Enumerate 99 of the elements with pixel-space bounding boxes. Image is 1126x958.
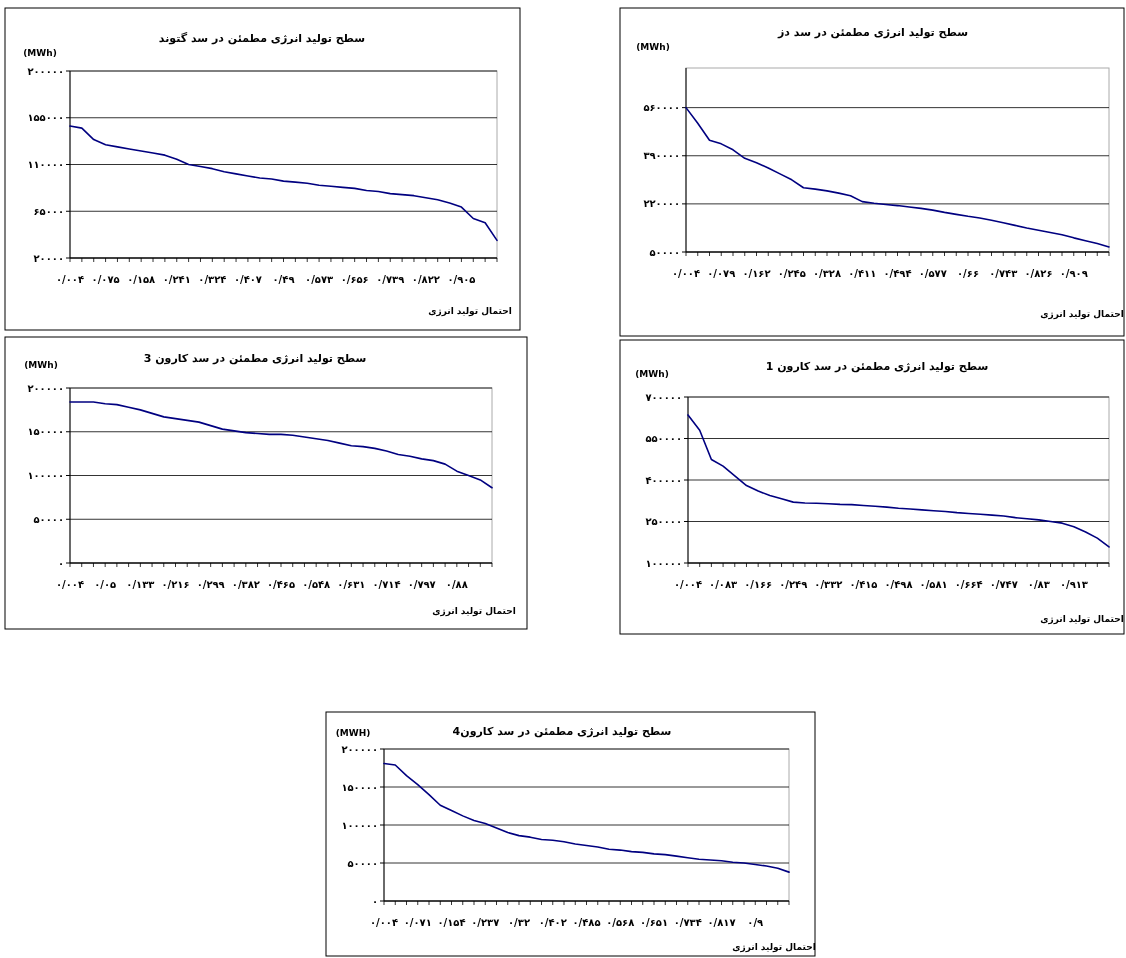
x-tick-label: ۰/۵۷۳ [305, 274, 334, 285]
x-tick-label: ۰/۴۰۷ [233, 274, 262, 285]
x-tick-label: ۰/۲۹۹ [196, 579, 225, 590]
chart-title: سطح تولید انرژی مطمئن در سد کارون 1 [765, 360, 989, 373]
x-tick-label: ۰/۸۲۶ [1024, 268, 1053, 279]
x-tick-label: ۰/۱۶۶ [744, 579, 773, 590]
y-tick-label: ۲۰۰۰۰ [33, 252, 64, 264]
y-tick-label: ۱۱۰۰۰۰ [27, 159, 64, 170]
x-tick-label: ۰/۷۱۴ [372, 579, 401, 590]
chart-title: سطح تولید انرژی مطمئن در سد کارون 3 [143, 352, 367, 365]
x-axis-title: احتمال تولید انرژی [428, 306, 512, 317]
x-tick-label: ۰/۰۰۴ [673, 579, 703, 590]
y-tick-label: ۴۰۰۰۰۰ [645, 474, 682, 486]
y-tick-label: ۱۵۰۰۰۰ [341, 781, 378, 793]
x-tick-label: ۰/۴۱۱ [848, 268, 877, 279]
x-tick-label: ۰/۰۰۴ [369, 917, 399, 928]
x-tick-label: ۰/۱۶۲ [742, 268, 771, 279]
y-axis-title: (MWh) [636, 42, 670, 52]
x-axis-title: احتمال تولید انرژی [732, 942, 816, 953]
x-tick-label: ۰/۰۸۳ [709, 579, 738, 590]
y-tick-label: ۵۵۰۰۰۰ [645, 433, 682, 444]
x-tick-label: ۰/۰۷۱ [403, 917, 432, 928]
x-tick-label: ۰/۲۴۹ [779, 579, 808, 590]
x-tick-label: ۰/۲۳۷ [471, 917, 500, 928]
y-tick-label: ۵۰۰۰۰ [649, 246, 680, 258]
x-tick-label: ۰/۴۸۵ [572, 917, 601, 928]
y-tick-label: ۵۶۰۰۰۰ [643, 102, 680, 114]
x-tick-label: ۰/۴۶۵ [266, 579, 296, 590]
y-tick-label: ۱۵۵۰۰۰ [27, 112, 64, 124]
y-axis-title: (MWH) [335, 728, 371, 738]
x-axis-title: احتمال تولید انرژی [432, 606, 516, 617]
x-tick-label: ۰/۷۳۴ [673, 917, 702, 928]
x-tick-label: ۰/۴۰۲ [538, 917, 567, 928]
y-tick-label: ۱۰۰۰۰۰ [645, 557, 682, 569]
x-tick-label: ۰/۱۳۳ [126, 579, 155, 590]
x-tick-label: ۰/۳۸۲ [231, 579, 260, 590]
x-tick-label: ۰/۱۵۴ [437, 917, 466, 928]
x-tick-label: ۰/۹ [747, 917, 764, 928]
x-tick-label: ۰/۰۰۴ [671, 268, 701, 279]
x-tick-label: ۰/۷۹۷ [407, 579, 436, 590]
x-tick-label: ۰/۲۱۶ [161, 579, 190, 590]
x-tick-label: ۰/۷۳۹ [376, 274, 405, 285]
x-tick-label: ۰/۳۳۲ [814, 579, 843, 590]
x-tick-label: ۰/۷۴۳ [989, 268, 1018, 279]
x-tick-label: ۰/۶۶ [957, 268, 979, 279]
x-tick-label: ۰/۶۵۶ [340, 274, 369, 285]
x-tick-label: ۰/۸۸ [445, 579, 468, 590]
y-tick-label: ۰ [371, 895, 378, 907]
x-tick-label: ۰/۲۴۵ [777, 268, 806, 279]
x-tick-label: ۰/۴۹۴ [883, 268, 912, 279]
y-tick-label: ۱۵۰۰۰۰ [27, 426, 64, 438]
x-tick-label: ۰/۸۳ [1027, 579, 1050, 590]
chart-title: سطح تولید انرژی مطمئن در سد گتوند [158, 32, 366, 45]
x-tick-label: ۰/۷۴۷ [989, 579, 1018, 590]
x-tick-label: ۰/۹۰۵ [447, 274, 476, 285]
y-tick-label: ۲۰۰۰۰۰ [341, 743, 378, 755]
y-tick-label: ۳۹۰۰۰۰ [643, 150, 680, 162]
chart-title: سطح تولید انرژی مطمئن در سد دز [776, 26, 969, 39]
y-tick-label: ۶۵۰۰۰ [33, 205, 64, 217]
y-tick-label: ۵۰۰۰۰ [347, 857, 378, 869]
x-tick-label: ۰/۸۱۷ [707, 917, 736, 928]
x-axis-title: احتمال تولید انرژی [1040, 309, 1124, 320]
x-tick-label: ۰/۹۰۹ [1059, 268, 1088, 279]
x-tick-label: ۰/۵۷۷ [918, 268, 947, 279]
x-tick-label: ۰/۶۵۱ [639, 917, 669, 928]
chart-title: سطح تولید انرژی مطمئن در سد کارون4 [452, 725, 672, 738]
x-tick-label: ۰/۳۲۴ [198, 274, 227, 285]
y-tick-label: ۵۰۰۰۰ [33, 513, 64, 525]
x-tick-label: ۰/۶۳۱ [337, 579, 366, 590]
x-tick-label: ۰/۶۶۴ [954, 579, 983, 590]
y-tick-label: ۲۰۰۰۰۰ [27, 382, 64, 394]
y-tick-label: ۲۰۰۰۰۰ [27, 65, 64, 77]
x-tick-label: ۰/۰۰۴ [55, 579, 85, 590]
y-tick-label: ۷۰۰۰۰۰ [645, 391, 682, 403]
y-tick-label: ۲۵۰۰۰۰ [645, 516, 682, 527]
x-tick-label: ۰/۵۸۱ [919, 579, 948, 590]
x-tick-label: ۰/۳۲۸ [812, 268, 842, 279]
x-tick-label: ۰/۴۹ [272, 274, 295, 285]
x-tick-label: ۰/۱۵۸ [127, 274, 156, 285]
x-tick-label: ۰/۰۷۵ [91, 274, 120, 285]
x-tick-label: ۰/۰۷۹ [707, 268, 736, 279]
y-tick-label: ۱۰۰۰۰۰ [27, 470, 64, 481]
x-axis-title: احتمال تولید انرژی [1040, 614, 1124, 625]
x-tick-label: ۰/۵۴۸ [302, 579, 331, 590]
x-tick-label: ۰/۹۱۳ [1059, 579, 1088, 590]
x-tick-label: ۰/۲۴۱ [162, 274, 191, 285]
y-tick-label: ۲۲۰۰۰۰ [643, 198, 680, 210]
y-axis-title: (MWh) [635, 369, 669, 379]
x-tick-label: ۰/۰۰۴ [55, 274, 85, 285]
y-tick-label: ۰ [57, 557, 64, 569]
x-tick-label: ۰/۴۹۸ [884, 579, 913, 590]
y-axis-title: (MWh) [23, 48, 57, 58]
x-tick-label: ۰/۳۲ [508, 917, 530, 928]
y-axis-title: (MWh) [24, 360, 58, 370]
y-tick-label: ۱۰۰۰۰۰ [341, 819, 378, 831]
x-tick-label: ۰/۸۲۲ [411, 274, 440, 285]
x-tick-label: ۰/۰۵ [94, 579, 117, 590]
x-tick-label: ۰/۵۶۸ [606, 917, 635, 928]
x-tick-label: ۰/۴۱۵ [849, 579, 878, 590]
